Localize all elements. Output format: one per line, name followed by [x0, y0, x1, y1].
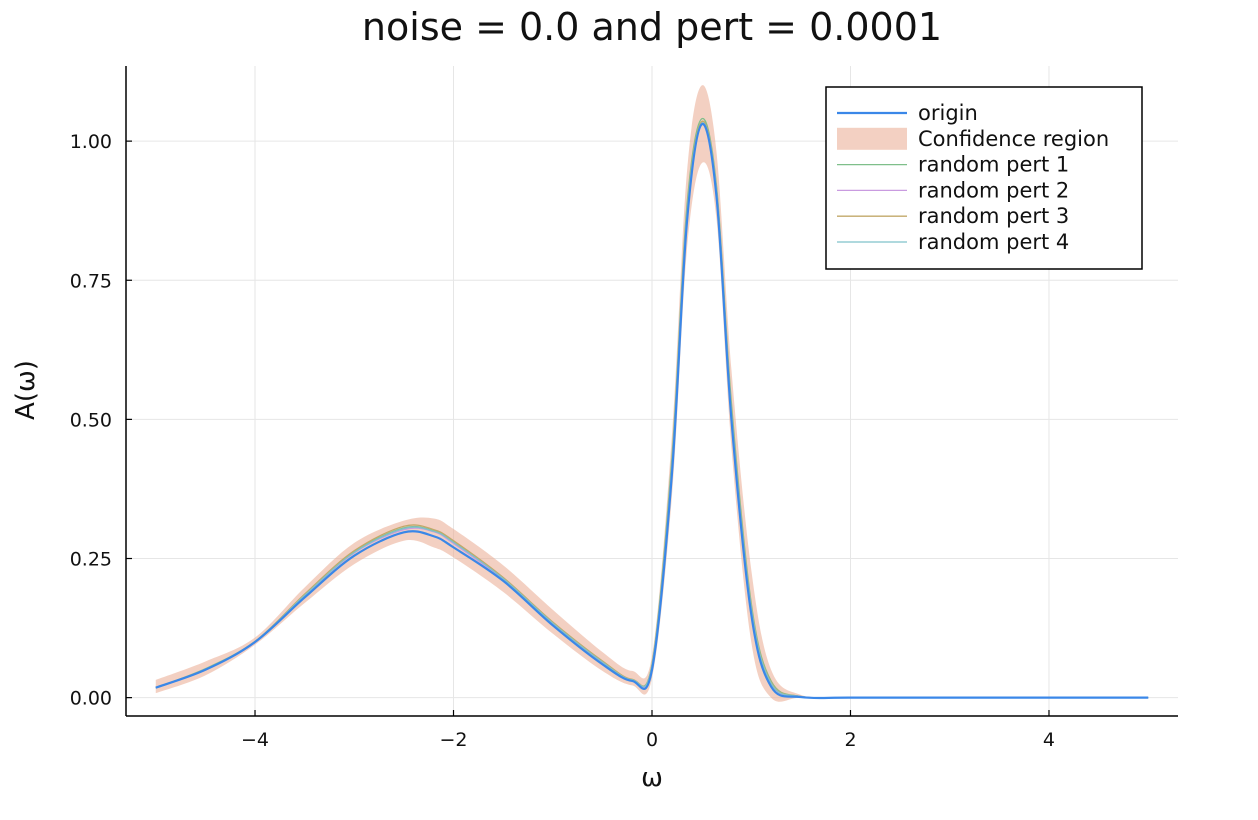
x-tick-label-2: 0 [646, 729, 658, 751]
legend-label-3: random pert 2 [918, 178, 1069, 202]
x-tick-label-0: −4 [241, 729, 269, 751]
x-tick-label-1: −2 [440, 729, 468, 751]
legend-label-0: origin [918, 101, 978, 125]
y-axis-label: A(ω) [11, 360, 41, 420]
x-tick-label-4: 4 [1043, 729, 1055, 751]
confidence-band-layer [155, 85, 1149, 702]
y-tick-label-2: 0.50 [70, 409, 112, 431]
legend-label-1: Confidence region [918, 127, 1109, 151]
legend-swatch-confidence-region [837, 127, 907, 150]
x-axis-label: ω [641, 763, 663, 793]
y-tick-label-4: 1.00 [70, 131, 112, 153]
legend-label-2: random pert 1 [918, 153, 1069, 177]
legend-label-5: random pert 4 [918, 230, 1069, 254]
legend-label-4: random pert 3 [918, 204, 1069, 228]
chart-title: noise = 0.0 and pert = 0.0001 [362, 5, 942, 49]
y-tick-label-3: 0.75 [70, 270, 112, 292]
y-tick-label-1: 0.25 [70, 549, 112, 571]
series-line-origin [155, 122, 1149, 700]
y-ticks: 0.00 0.25 0.50 0.75 1.00 [70, 131, 132, 710]
series-layer [155, 117, 1149, 700]
x-tick-label-3: 2 [844, 729, 856, 751]
y-tick-label-0: 0.00 [70, 688, 112, 710]
x-ticks: −4 −2 0 2 4 [241, 710, 1055, 751]
confidence-region-band [155, 85, 1149, 702]
legend-box [825, 86, 1143, 270]
